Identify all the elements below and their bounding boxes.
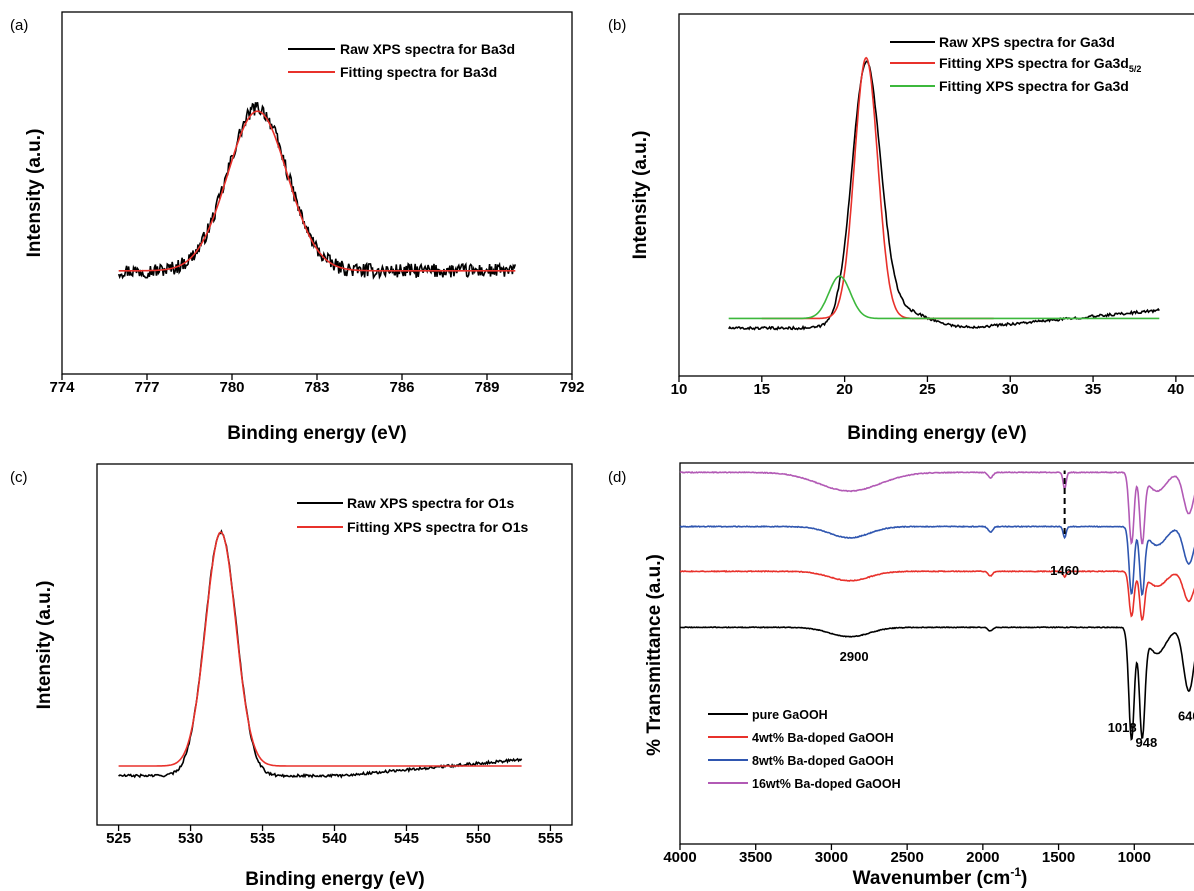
- xticks-a: 774 777 780 783 786 789 792: [49, 374, 585, 396]
- xtick-label: 3500: [739, 849, 772, 866]
- ylabel-b: Intensity (a.u.): [630, 131, 651, 260]
- peak-annotation: 1018: [1108, 720, 1137, 735]
- xtick-label: 550: [466, 830, 491, 847]
- legend-label-a-0: Raw XPS spectra for Ba3d: [340, 41, 515, 57]
- xticks-b: 10 15 20 25 30 35 40: [671, 376, 1185, 398]
- xtick-label: 2000: [966, 849, 999, 866]
- panel-label-b: (b): [608, 17, 626, 34]
- ylabel-c: Intensity (a.u.): [34, 581, 55, 710]
- panel-label-d: (d): [608, 469, 626, 486]
- xticks-d: 4000350030002500200015001000500: [663, 844, 1151, 866]
- xlabel-b: Binding energy (eV): [847, 423, 1026, 444]
- xtick-label: 35: [1085, 381, 1102, 398]
- xtick-label: 530: [178, 830, 203, 847]
- legend-label-c-1: Fitting XPS spectra for O1s: [347, 519, 528, 535]
- xlabel-d: Wavenumber (cm-1): [853, 865, 1028, 889]
- xtick-label: 774: [49, 379, 75, 396]
- xticks-c: 525 530 535 540 545 550 555: [106, 825, 563, 847]
- panel-a: (a) 774 777 780 783 786 789 792 Raw XPS spectr…: [10, 11, 585, 444]
- legend-b: Raw XPS spectra for Ga3d Fitting XPS spe…: [890, 34, 1141, 94]
- xlabel-d-end: ): [1021, 868, 1027, 889]
- legend-label-b-2: Fitting XPS spectra for Ga3d: [939, 78, 1129, 94]
- xlabel-c: Binding energy (eV): [245, 869, 424, 890]
- xlabel-d-sup: -1: [1010, 865, 1021, 879]
- legend-a: Raw XPS spectra for Ba3d Fitting spectra…: [288, 41, 515, 80]
- xtick-label: 545: [394, 830, 419, 847]
- peak-annotation: 2900: [840, 649, 869, 664]
- xtick-label: 1500: [1042, 849, 1075, 866]
- xtick-label: 2500: [890, 849, 923, 866]
- panel-d: (d) 4000350030002500200015001000500 2900…: [608, 462, 1194, 889]
- xtick-label: 25: [919, 381, 936, 398]
- panel-c: (c) 525 530 535 540 545 550 555 Raw XPS spectr…: [10, 463, 573, 890]
- legend-label-c-0: Raw XPS spectra for O1s: [347, 495, 515, 511]
- legend-label-b-1-sub: 5/2: [1129, 64, 1142, 74]
- series-a: [117, 101, 517, 280]
- xtick-label: 10: [671, 381, 688, 398]
- legend-d: pure GaOOH 4wt% Ba-doped GaOOH 8wt% Ba-d…: [708, 708, 901, 791]
- xtick-label: 40: [1168, 381, 1185, 398]
- plot-frame-d: [679, 462, 1194, 845]
- legend-label-b-0: Raw XPS spectra for Ga3d: [939, 34, 1115, 50]
- xtick-label: 525: [106, 830, 131, 847]
- xlabel-d-main: Wavenumber (cm: [853, 868, 1011, 889]
- xtick-label: 786: [389, 379, 414, 396]
- legend-label-d-3: 16wt% Ba-doped GaOOH: [752, 777, 901, 791]
- xtick-label: 1000: [1118, 849, 1151, 866]
- xtick-label: 3000: [815, 849, 848, 866]
- series-d: [679, 470, 1194, 741]
- xtick-label: 15: [753, 381, 770, 398]
- xtick-label: 4000: [663, 849, 696, 866]
- series-line-1: [679, 569, 1194, 622]
- series-line-0: [679, 625, 1194, 741]
- legend-c: Raw XPS spectra for O1s Fitting XPS spec…: [297, 495, 528, 535]
- xtick-label: 789: [474, 379, 499, 396]
- ylabel-d: % Transmittance (a.u.): [644, 554, 665, 756]
- series-b: [728, 56, 1160, 331]
- xlabel-a: Binding energy (eV): [227, 423, 406, 444]
- xtick-label: 777: [134, 379, 159, 396]
- xtick-label: 783: [304, 379, 329, 396]
- series-line-2: [679, 525, 1194, 597]
- series-line-0: [117, 101, 517, 280]
- ylabel-a: Intensity (a.u.): [24, 129, 45, 258]
- series-line-0: [728, 60, 1160, 331]
- plot-frame-b: [678, 13, 1194, 377]
- series-line-3: [679, 470, 1194, 546]
- legend-label-a-1: Fitting spectra for Ba3d: [340, 64, 497, 80]
- legend-label-b-1-main: Fitting XPS spectra for Ga3d: [939, 55, 1129, 71]
- peak-annotation: 948: [1136, 735, 1158, 750]
- xtick-label: 30: [1002, 381, 1019, 398]
- xtick-label: 535: [250, 830, 275, 847]
- panel-label-c: (c): [10, 469, 28, 486]
- panel-b: (b) 10 15 20 25 30 35 40 Raw XPS spectra for G…: [608, 13, 1194, 444]
- peak-annotation: 640: [1178, 709, 1194, 724]
- xtick-label: 780: [219, 379, 244, 396]
- xtick-label: 555: [538, 830, 563, 847]
- xtick-label: 20: [836, 381, 853, 398]
- xtick-label: 540: [322, 830, 347, 847]
- series-line-2: [728, 275, 1160, 320]
- series-line-0: [118, 529, 523, 779]
- xtick-label: 792: [559, 379, 584, 396]
- series-line-1: [761, 56, 994, 320]
- legend-label-d-0: pure GaOOH: [752, 708, 828, 722]
- peak-annotation: 1460: [1050, 563, 1079, 578]
- series-line-1: [118, 531, 522, 767]
- legend-label-b-1: Fitting XPS spectra for Ga3d5/2: [939, 55, 1141, 74]
- panel-label-a: (a): [10, 17, 28, 34]
- legend-label-d-1: 4wt% Ba-doped GaOOH: [752, 731, 894, 745]
- series-c: [118, 529, 523, 779]
- legend-label-d-2: 8wt% Ba-doped GaOOH: [752, 754, 894, 768]
- series-line-1: [118, 110, 516, 272]
